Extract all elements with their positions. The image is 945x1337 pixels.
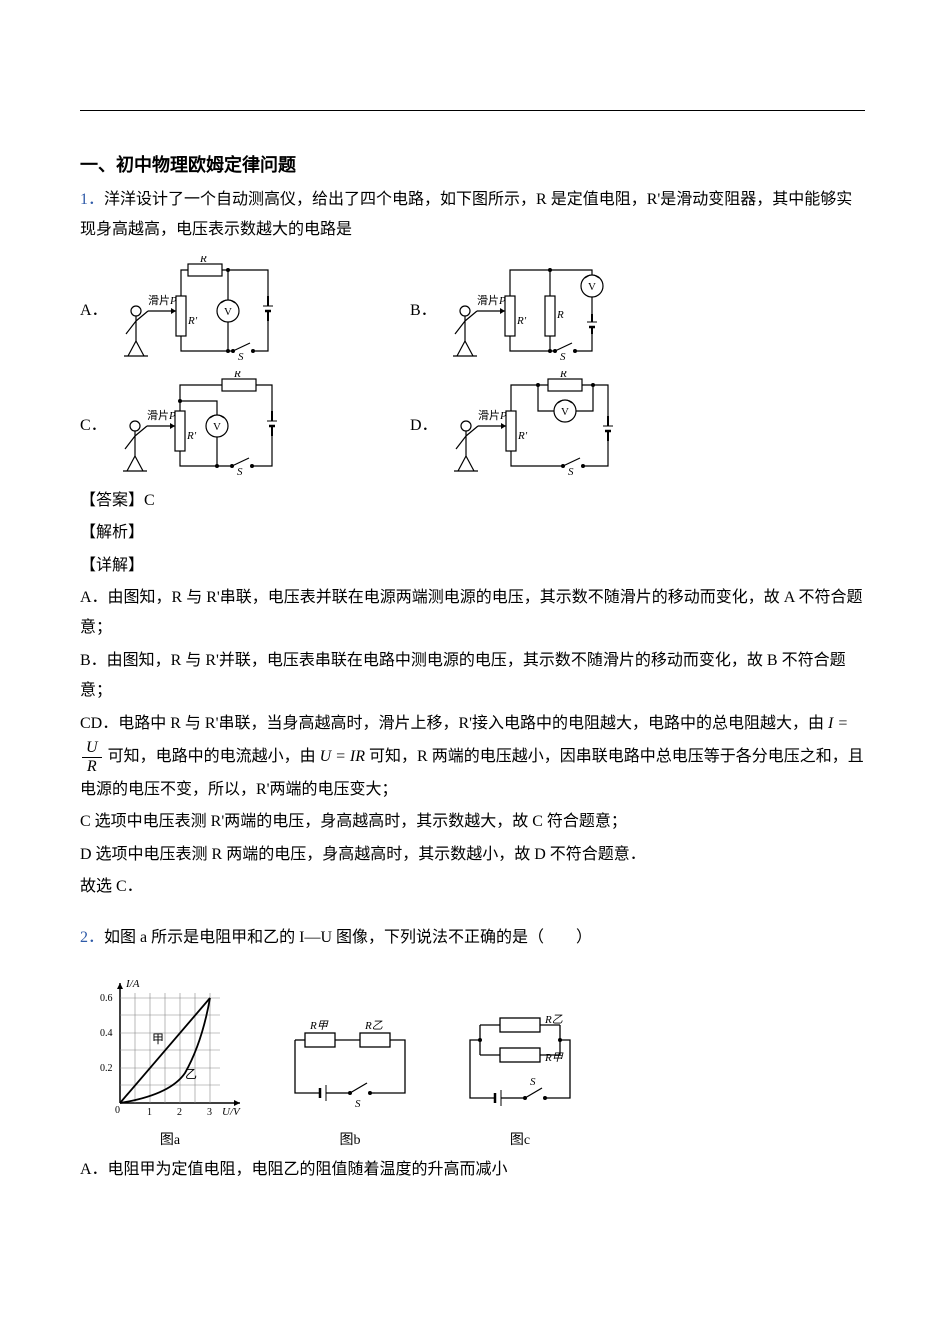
section-title: 一、初中物理欧姆定律问题 [80, 151, 865, 177]
fig-c: R乙 R甲 [450, 1003, 590, 1149]
q1-choice-a[interactable]: A． 滑片 P [80, 256, 410, 361]
svg-text:2: 2 [177, 1107, 182, 1118]
q1-stem: 1．洋洋设计了一个自动测高仪，给出了四个电路，如下图所示，R 是定值电阻，R'是… [80, 185, 865, 246]
q2-figures: 0 1 2 3 0.2 0.4 0.6 I/A U/V 甲 乙 图a [90, 973, 865, 1149]
circuit-a-diagram: 滑片 P R' R V [118, 256, 293, 361]
page: 一、初中物理欧姆定律问题 1．洋洋设计了一个自动测高仪，给出了四个电路，如下图所… [0, 0, 945, 1233]
formula-uir: U = IR [320, 748, 365, 765]
q1-number: 1． [80, 191, 104, 208]
circuit-b-diagram: 滑片 P R' R V [447, 256, 622, 361]
svg-text:0.4: 0.4 [100, 1028, 113, 1039]
explain-cd-1: CD．电路中 R 与 R'串联，当身高越高时，滑片上移，R'接入电路中的电阻越大… [80, 709, 865, 806]
svg-text:I/A: I/A [125, 978, 140, 990]
svg-text:1: 1 [147, 1107, 152, 1118]
svg-text:滑片: 滑片 [148, 294, 170, 307]
svg-text:R: R [559, 371, 567, 380]
fig-b-caption: 图b [280, 1129, 420, 1149]
q2-number: 2． [80, 929, 104, 946]
q1-stem-text: 洋洋设计了一个自动测高仪，给出了四个电路，如下图所示，R 是定值电阻，R'是滑动… [80, 191, 852, 238]
explain-cd-1-text: CD．电路中 R 与 R'串联，当身高越高时，滑片上移，R'接入电路中的电阻越大… [80, 715, 824, 732]
choice-label-c: C． [80, 411, 107, 435]
svg-text:0.6: 0.6 [100, 993, 113, 1004]
svg-text:R乙: R乙 [544, 1014, 563, 1026]
explain-d2: D 选项中电压表测 R 两端的电压，身高越高时，其示数越小，故 D 不符合题意． [80, 840, 865, 870]
q1-choices-row-2: C． 滑片 P R' R [80, 371, 865, 476]
circuit-d-diagram: 滑片 P R' R V [448, 371, 623, 476]
svg-text:U/V: U/V [222, 1106, 241, 1118]
explain-a: A．由图知，R 与 R'串联，电压表并联在电源两端测电源的电压，其示数不随滑片的… [80, 583, 865, 644]
q1-choices-row-1: A． 滑片 P [80, 256, 865, 361]
q1-choice-d[interactable]: D． 滑片 P R' R [410, 371, 623, 476]
analysis-label: 【解析】 [80, 518, 865, 548]
fig-b: R甲 R乙 [280, 1003, 420, 1149]
svg-text:甲: 甲 [152, 1032, 164, 1046]
svg-text:0: 0 [115, 1105, 120, 1116]
q1-choice-b[interactable]: B． 滑片 P R' R [410, 256, 622, 361]
fig-c-circuit: R乙 R甲 [450, 1003, 590, 1123]
q1-answer-block: 【答案】C 【解析】 【详解】 A．由图知，R 与 R'串联，电压表并联在电源两… [80, 486, 865, 903]
svg-text:R': R' [186, 430, 197, 442]
svg-text:S: S [355, 1098, 361, 1110]
q1-choice-c[interactable]: C． 滑片 P R' R [80, 371, 410, 476]
svg-text:S: S [560, 351, 566, 361]
svg-text:R': R' [187, 315, 198, 327]
q2-opt-a: A．电阻甲为定值电阻，电阻乙的阻值随着温度的升高而减小 [80, 1155, 865, 1185]
svg-text:V: V [588, 281, 596, 293]
svg-text:R': R' [516, 315, 527, 327]
svg-text:V: V [224, 306, 232, 318]
svg-text:0.2: 0.2 [100, 1063, 113, 1074]
svg-text:滑片: 滑片 [147, 409, 169, 422]
svg-text:R: R [233, 371, 241, 380]
explain-c2: C 选项中电压表测 R'两端的电压，身高越高时，其示数越大，故 C 符合题意； [80, 807, 865, 837]
fig-a: 0 1 2 3 0.2 0.4 0.6 I/A U/V 甲 乙 图a [90, 973, 250, 1149]
svg-text:滑片: 滑片 [477, 294, 499, 307]
svg-text:滑片: 滑片 [478, 409, 500, 422]
svg-text:3: 3 [207, 1107, 212, 1118]
iv-graph: 0 1 2 3 0.2 0.4 0.6 I/A U/V 甲 乙 [90, 973, 250, 1123]
answer-label: 【答案】C [80, 486, 865, 516]
top-rule [80, 110, 865, 111]
svg-text:R乙: R乙 [364, 1020, 383, 1032]
detail-label: 【详解】 [80, 551, 865, 581]
svg-text:R: R [199, 256, 207, 265]
svg-text:R甲: R甲 [544, 1052, 564, 1064]
svg-text:R: R [556, 309, 564, 321]
explain-final: 故选 C． [80, 872, 865, 902]
circuit-c-diagram: 滑片 P R' R V [117, 371, 292, 476]
svg-text:R甲: R甲 [309, 1020, 329, 1032]
fig-b-circuit: R甲 R乙 [280, 1003, 420, 1123]
q2-stem: 2．如图 a 所示是电阻甲和乙的 I—U 图像，下列说法不正确的是（ ） [80, 923, 865, 953]
svg-text:S: S [237, 466, 243, 476]
q2-stem-text: 如图 a 所示是电阻甲和乙的 I—U 图像，下列说法不正确的是（ ） [104, 929, 592, 946]
fig-c-caption: 图c [450, 1129, 590, 1149]
svg-text:S: S [238, 351, 244, 361]
svg-text:S: S [530, 1076, 536, 1088]
svg-text:S: S [568, 466, 574, 476]
choice-label-d: D． [410, 411, 438, 435]
fig-a-caption: 图a [90, 1129, 250, 1149]
svg-text:V: V [213, 421, 221, 433]
explain-b: B．由图知，R 与 R'并联，电压表串联在电路中测电源的电压，其示数不随滑片的移… [80, 646, 865, 707]
svg-text:乙: 乙 [185, 1067, 197, 1081]
choice-label-b: B． [410, 296, 437, 320]
explain-cd-1-cont: 可知，电路中的电流越小，由 [108, 748, 320, 765]
svg-text:R': R' [517, 430, 528, 442]
choice-label-a: A． [80, 296, 108, 320]
svg-text:V: V [561, 406, 569, 418]
